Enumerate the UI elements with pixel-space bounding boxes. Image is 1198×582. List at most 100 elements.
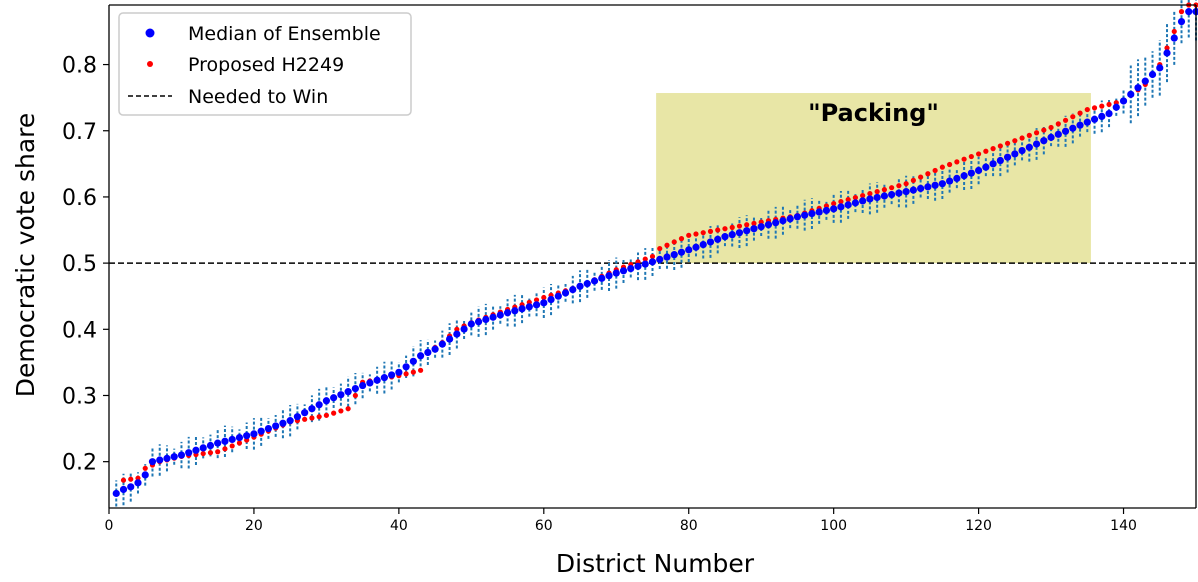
median-point <box>1163 49 1171 57</box>
median-point <box>677 248 686 256</box>
proposed-point <box>925 171 931 177</box>
proposed-point <box>838 198 844 205</box>
median-point <box>1018 147 1026 155</box>
median-point <box>366 379 374 387</box>
median-point <box>163 454 171 462</box>
median-point <box>359 381 367 390</box>
median-point <box>272 422 280 430</box>
proposed-point <box>309 415 315 421</box>
median-point <box>308 405 316 413</box>
median-point <box>656 255 664 264</box>
y-tick-label: 0.3 <box>62 384 97 409</box>
packing-region <box>656 93 1091 264</box>
median-point <box>830 205 838 213</box>
median-point <box>844 201 852 209</box>
ticks-layer: 0 20 40 60 80 100 120 140 0.2 0.3 0.4 0.5 0.6 0.7 0.8 <box>62 54 1137 534</box>
x-tick-label: 100 <box>820 518 847 534</box>
proposed-point <box>352 392 358 399</box>
median-point <box>206 441 215 450</box>
median-point <box>424 348 432 357</box>
median-point <box>112 489 120 498</box>
median-point <box>1177 17 1186 26</box>
proposed-point <box>1171 28 1177 35</box>
median-point <box>235 433 244 442</box>
median-point <box>532 301 541 309</box>
median-point <box>127 483 135 491</box>
proposed-point <box>852 194 859 201</box>
median-point <box>293 413 302 421</box>
median-point <box>569 285 577 294</box>
median-point <box>1156 64 1164 72</box>
x-axis-label: District Number <box>556 549 755 578</box>
median-point <box>1076 121 1084 129</box>
median-point <box>873 193 881 202</box>
median-point <box>822 206 831 215</box>
proposed-point <box>454 326 460 332</box>
proposed-point <box>418 367 424 373</box>
median-point <box>837 203 845 211</box>
proposed-point <box>903 181 909 187</box>
median-point <box>634 262 642 270</box>
median-point <box>982 163 990 171</box>
median-point <box>938 180 946 188</box>
proposed-point <box>954 159 960 165</box>
proposed-point <box>222 446 228 452</box>
proposed-point <box>236 440 243 446</box>
median-point <box>518 305 526 313</box>
proposed-point <box>729 224 735 230</box>
median-point <box>1083 118 1091 126</box>
median-point <box>177 451 186 459</box>
median-point <box>170 453 178 461</box>
median-point <box>735 229 744 237</box>
median-point <box>1119 97 1128 105</box>
median-point <box>214 439 222 447</box>
y-tick-label: 0.6 <box>62 186 97 211</box>
y-tick-label: 0.2 <box>62 451 97 476</box>
median-point <box>1185 8 1193 16</box>
median-point <box>315 401 323 409</box>
median-point <box>286 417 294 425</box>
median-point <box>750 225 758 233</box>
proposed-point <box>1026 132 1032 138</box>
proposed-point <box>889 185 895 191</box>
median-point <box>1069 124 1077 132</box>
median-point <box>141 471 149 479</box>
median-point <box>1134 84 1142 92</box>
proposed-point <box>331 410 337 416</box>
median-point <box>953 174 961 183</box>
median-point <box>156 456 164 464</box>
proposed-point <box>867 191 873 197</box>
proposed-point <box>686 232 692 238</box>
proposed-point <box>642 256 648 262</box>
x-tick-label: 80 <box>680 518 698 534</box>
proposed-point <box>1041 127 1047 133</box>
median-point <box>967 169 975 177</box>
proposed-point <box>338 408 344 414</box>
proposed-point <box>200 450 206 457</box>
proposed-point <box>947 161 953 168</box>
x-tick-label: 20 <box>245 518 263 534</box>
median-point <box>279 419 287 427</box>
proposed-point <box>976 151 982 157</box>
proposed-point <box>874 189 880 195</box>
median-point <box>148 458 157 466</box>
proposed-point <box>1012 138 1018 144</box>
median-point <box>975 166 983 175</box>
proposed-point <box>715 227 721 233</box>
median-point <box>1148 70 1157 79</box>
median-point <box>619 267 628 275</box>
median-point <box>503 309 512 317</box>
median-point <box>1192 8 1198 16</box>
median-point <box>1011 150 1019 158</box>
legend-label-proposed: Proposed H2249 <box>188 54 344 76</box>
median-point <box>431 345 439 353</box>
median-point <box>764 221 773 229</box>
proposed-point <box>939 164 945 170</box>
median-point <box>641 260 649 268</box>
proposed-point <box>860 193 866 199</box>
median-point <box>547 295 555 304</box>
legend-box <box>118 12 412 116</box>
proposed-point <box>722 226 728 232</box>
y-axis-label: Democratic vote share <box>11 113 40 398</box>
proposed-point <box>831 200 837 207</box>
